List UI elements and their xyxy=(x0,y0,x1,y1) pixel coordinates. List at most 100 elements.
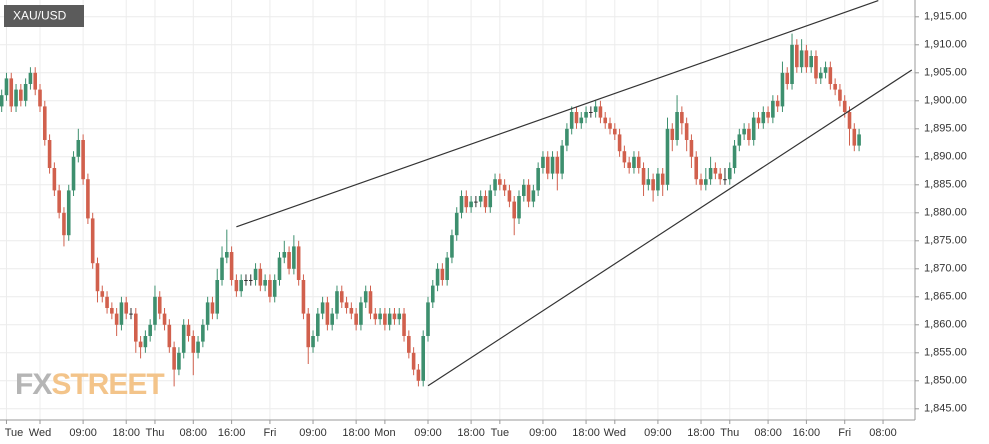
candle-body xyxy=(172,347,176,370)
candle-body xyxy=(617,134,622,152)
candle-body xyxy=(723,179,727,181)
x-tick-label: Tue xyxy=(491,427,510,439)
candle-body xyxy=(421,336,425,381)
candle-body xyxy=(478,196,483,202)
candle-body xyxy=(28,72,33,84)
candle-body xyxy=(201,324,205,342)
candle-body xyxy=(809,56,813,68)
candle-body xyxy=(713,168,718,174)
candle-body xyxy=(589,112,593,113)
candle-body xyxy=(656,173,660,191)
candle-body xyxy=(416,369,421,381)
candle-body xyxy=(76,140,81,157)
candle-body xyxy=(435,268,440,286)
candle-body xyxy=(838,89,842,101)
candle-body xyxy=(536,168,540,191)
candle-body xyxy=(181,324,186,353)
candle-body xyxy=(761,112,766,124)
candle-body xyxy=(33,72,38,90)
trend-line xyxy=(236,0,879,228)
watermark-street: STREET xyxy=(51,368,164,401)
candle-body xyxy=(531,190,536,202)
candle-body xyxy=(234,280,239,292)
candle-body xyxy=(689,140,694,157)
candle-body xyxy=(320,302,325,314)
candle-body xyxy=(775,100,780,107)
candle-body xyxy=(407,336,411,353)
watermark: FXSTREET xyxy=(15,368,164,401)
candle-body xyxy=(392,313,397,320)
candle-body xyxy=(632,156,636,168)
x-tick-label: 16:00 xyxy=(793,427,821,439)
candle-body xyxy=(660,173,665,185)
candle-body xyxy=(325,302,330,325)
x-tick-label: 18:00 xyxy=(457,427,485,439)
candle-body xyxy=(852,128,857,146)
candle-body xyxy=(598,106,603,118)
candle-body xyxy=(842,100,847,112)
candle-body xyxy=(694,156,699,180)
candle-body xyxy=(157,296,162,314)
candle-body xyxy=(699,179,703,185)
candle-body xyxy=(335,291,339,314)
candle-body xyxy=(747,128,751,140)
candle-body xyxy=(66,190,71,236)
x-tick-label: 18:00 xyxy=(342,427,370,439)
candle-body xyxy=(766,112,770,118)
candle-body xyxy=(253,268,258,280)
candle-body xyxy=(0,95,4,107)
candle-body xyxy=(143,336,148,348)
candle-body xyxy=(440,268,445,280)
x-tick-label: 09:00 xyxy=(644,427,672,439)
y-tick-label: 1,855.00 xyxy=(924,347,967,359)
candle-body xyxy=(641,168,646,185)
candle-body xyxy=(134,313,138,342)
candle-body xyxy=(129,313,133,315)
candle-body xyxy=(339,291,344,303)
y-tick-label: 1,890.00 xyxy=(924,151,967,163)
candle-body xyxy=(19,89,23,101)
candle-body xyxy=(397,313,402,320)
candle-body xyxy=(579,117,584,124)
candle-body xyxy=(229,252,234,280)
y-tick-label: 1,880.00 xyxy=(924,207,967,219)
y-tick-label: 1,870.00 xyxy=(924,263,967,275)
candle-body xyxy=(42,106,47,140)
candle-body xyxy=(9,78,14,107)
candle-body xyxy=(670,128,675,140)
candle-body xyxy=(282,252,287,258)
x-tick-label: 18:00 xyxy=(687,427,715,439)
y-tick-label: 1,875.00 xyxy=(924,235,967,247)
candle-body xyxy=(153,296,157,325)
candle-body xyxy=(459,196,464,213)
candle-body xyxy=(651,179,655,191)
candle-body xyxy=(847,112,852,129)
candle-body xyxy=(196,341,200,353)
x-tick-label: Mon xyxy=(374,427,395,439)
candle-body xyxy=(469,201,473,208)
candle-body xyxy=(545,156,550,174)
y-tick-label: 1,865.00 xyxy=(924,291,967,303)
candle-body xyxy=(541,156,545,168)
candle-body xyxy=(138,341,143,348)
candle-body xyxy=(756,117,761,124)
candle-body xyxy=(833,84,837,90)
candle-body xyxy=(622,151,627,163)
candle-body xyxy=(493,179,497,191)
x-tick-label: 18:00 xyxy=(572,427,600,439)
candle-body xyxy=(95,263,100,292)
candle-body xyxy=(296,246,301,280)
candle-body xyxy=(574,112,579,124)
candle-body xyxy=(526,184,531,202)
candle-body xyxy=(311,336,315,348)
candle-body xyxy=(464,196,469,208)
x-tick-label: Wed xyxy=(29,427,51,439)
candle-body xyxy=(569,112,574,129)
candle-body xyxy=(344,302,349,308)
x-tick-label: 08:00 xyxy=(754,427,782,439)
candle-body xyxy=(363,291,368,303)
candle-body xyxy=(560,145,564,174)
candle-body xyxy=(81,140,85,180)
candle-body xyxy=(751,117,756,140)
